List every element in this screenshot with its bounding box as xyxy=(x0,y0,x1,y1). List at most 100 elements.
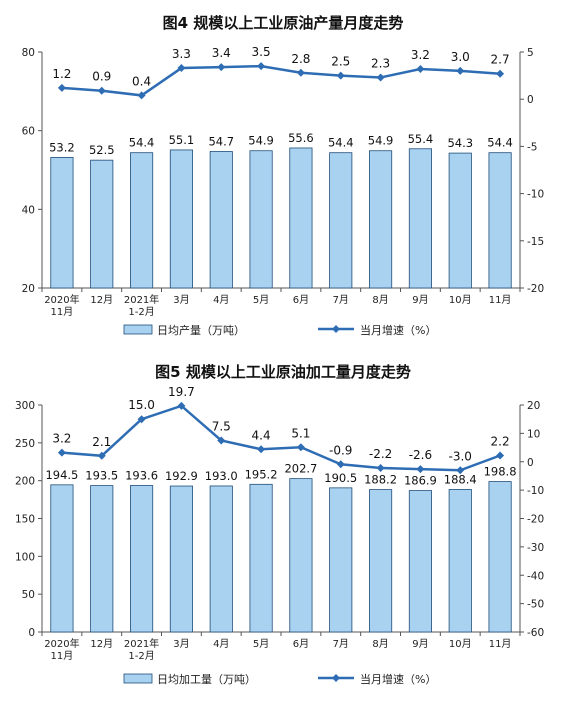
legend-line-label: 当月增速（%） xyxy=(360,672,436,686)
line-point xyxy=(137,91,146,100)
line-point xyxy=(416,64,425,73)
right-tick-label: 0 xyxy=(527,457,534,469)
line-point xyxy=(257,62,266,71)
line-point xyxy=(336,71,345,80)
chart-title: 图5 规模以上工业原油加工量月度走势 xyxy=(155,363,411,381)
line-point xyxy=(57,83,66,92)
line-point xyxy=(456,466,465,475)
growth-line xyxy=(61,64,501,97)
left-tick-label: 80 xyxy=(22,47,35,59)
right-tick-label: 0 xyxy=(527,94,534,106)
bar-value-label: 193.0 xyxy=(205,469,238,483)
crude-oil-output-chart: 图4 规模以上工业原油产量月度走势 20 40 60 80 -20 -15 -10 -5 0 5 20… xyxy=(0,0,569,345)
bar-value-label: 55.1 xyxy=(169,133,195,147)
left-tick-label: 50 xyxy=(22,589,35,601)
x-tick-label: 3月 xyxy=(173,294,189,306)
bar xyxy=(329,487,353,633)
legend-line-marker xyxy=(332,325,340,333)
line-value-label: 19.7 xyxy=(168,385,195,399)
line-value-label: 3.3 xyxy=(172,47,191,61)
crude-oil-processing-chart: 图5 规模以上工业原油加工量月度走势 0 50 100 150 200 250 300 -60-… xyxy=(0,345,569,703)
left-tick-label: 200 xyxy=(15,476,35,488)
line-value-label: 2.2 xyxy=(491,435,510,449)
right-tick-label: -5 xyxy=(527,141,537,153)
x-tick-label: 8月 xyxy=(372,638,388,650)
line-value-label: -2.2 xyxy=(369,447,392,461)
bar-value-label: 54.9 xyxy=(368,134,394,148)
x-tick-label: 2021年 xyxy=(124,293,159,306)
x-tick-label: 9月 xyxy=(412,638,428,650)
legend-line-label: 当月增速（%） xyxy=(360,323,436,337)
x-tick-label: 2021年 xyxy=(124,637,159,650)
line-value-label: 0.9 xyxy=(92,70,111,84)
bar-value-label: 194.5 xyxy=(45,468,78,482)
bar xyxy=(408,490,432,633)
x-tick-label: 1-2月 xyxy=(128,650,154,662)
left-tick-label: 20 xyxy=(22,283,35,295)
x-tick-label: 11月 xyxy=(489,638,512,650)
x-tick-label: 11月 xyxy=(51,650,74,662)
line-point xyxy=(217,63,226,72)
right-tick-label: -15 xyxy=(527,236,544,248)
x-tick-label: 1-2月 xyxy=(128,306,154,318)
x-tick-label: 3月 xyxy=(173,638,189,650)
line-value-label: -0.9 xyxy=(329,443,352,457)
bar xyxy=(50,484,74,633)
bar-value-label: 55.4 xyxy=(408,132,434,146)
chart-canvas: 图4 规模以上工业原油产量月度走势 20 40 60 80 -20 -15 -10 -5 0 5 20… xyxy=(22,14,545,337)
bar-value-label: 188.4 xyxy=(444,472,477,486)
line-point xyxy=(416,465,425,474)
line-point xyxy=(456,66,465,75)
right-tick-label: -10 xyxy=(527,485,544,497)
line-point xyxy=(97,86,106,95)
line-point xyxy=(137,415,146,424)
line-value-label: -2.6 xyxy=(409,448,432,462)
x-tick-label: 11月 xyxy=(489,294,512,306)
left-tick-label: 300 xyxy=(15,400,35,412)
line-value-label: 2.1 xyxy=(92,435,111,449)
right-tick-label: 10 xyxy=(527,428,540,440)
bar-value-label: 54.9 xyxy=(248,134,274,148)
right-tick-label: -40 xyxy=(527,570,544,582)
line-point xyxy=(177,64,186,73)
bar xyxy=(369,150,393,289)
right-tick-label: -50 xyxy=(527,599,544,611)
x-tick-label: 10月 xyxy=(449,638,472,650)
left-tick-label: 100 xyxy=(15,551,35,563)
x-tick-label: 8月 xyxy=(372,294,388,306)
bar xyxy=(50,157,74,289)
x-tick-label: 12月 xyxy=(90,638,113,650)
line-value-label: 1.2 xyxy=(52,67,71,81)
line-point xyxy=(496,69,505,78)
line-value-label: 7.5 xyxy=(212,419,231,433)
bar-value-label: 190.5 xyxy=(324,471,357,485)
left-tick-label: 60 xyxy=(22,126,35,138)
line-point xyxy=(376,73,385,82)
bar-value-label: 54.4 xyxy=(487,136,513,150)
x-tick-label: 11月 xyxy=(51,306,74,318)
line-value-label: 3.4 xyxy=(212,46,231,60)
bar-value-label: 198.8 xyxy=(484,465,517,479)
bar xyxy=(488,152,512,289)
bar xyxy=(249,150,273,289)
line-value-label: 5.1 xyxy=(291,426,310,440)
line-value-label: 3.0 xyxy=(451,50,470,64)
bar xyxy=(169,149,193,289)
left-tick-label: 150 xyxy=(15,514,35,526)
bar xyxy=(209,151,233,289)
bar xyxy=(169,485,193,633)
x-tick-label: 2020年 xyxy=(44,293,79,306)
bar-value-label: 188.2 xyxy=(364,473,397,487)
bar xyxy=(448,489,472,633)
bar xyxy=(130,152,154,289)
line-value-label: 0.4 xyxy=(132,74,151,88)
bar xyxy=(488,481,512,633)
bar-value-label: 195.2 xyxy=(245,467,278,481)
line-point xyxy=(177,401,186,410)
bar-value-label: 202.7 xyxy=(284,462,317,476)
right-tick-label: 20 xyxy=(527,400,540,412)
line-value-label: 2.5 xyxy=(331,55,350,69)
bar-value-label: 53.2 xyxy=(49,140,75,154)
x-tick-label: 6月 xyxy=(293,294,309,306)
bar-value-label: 193.5 xyxy=(85,469,118,483)
